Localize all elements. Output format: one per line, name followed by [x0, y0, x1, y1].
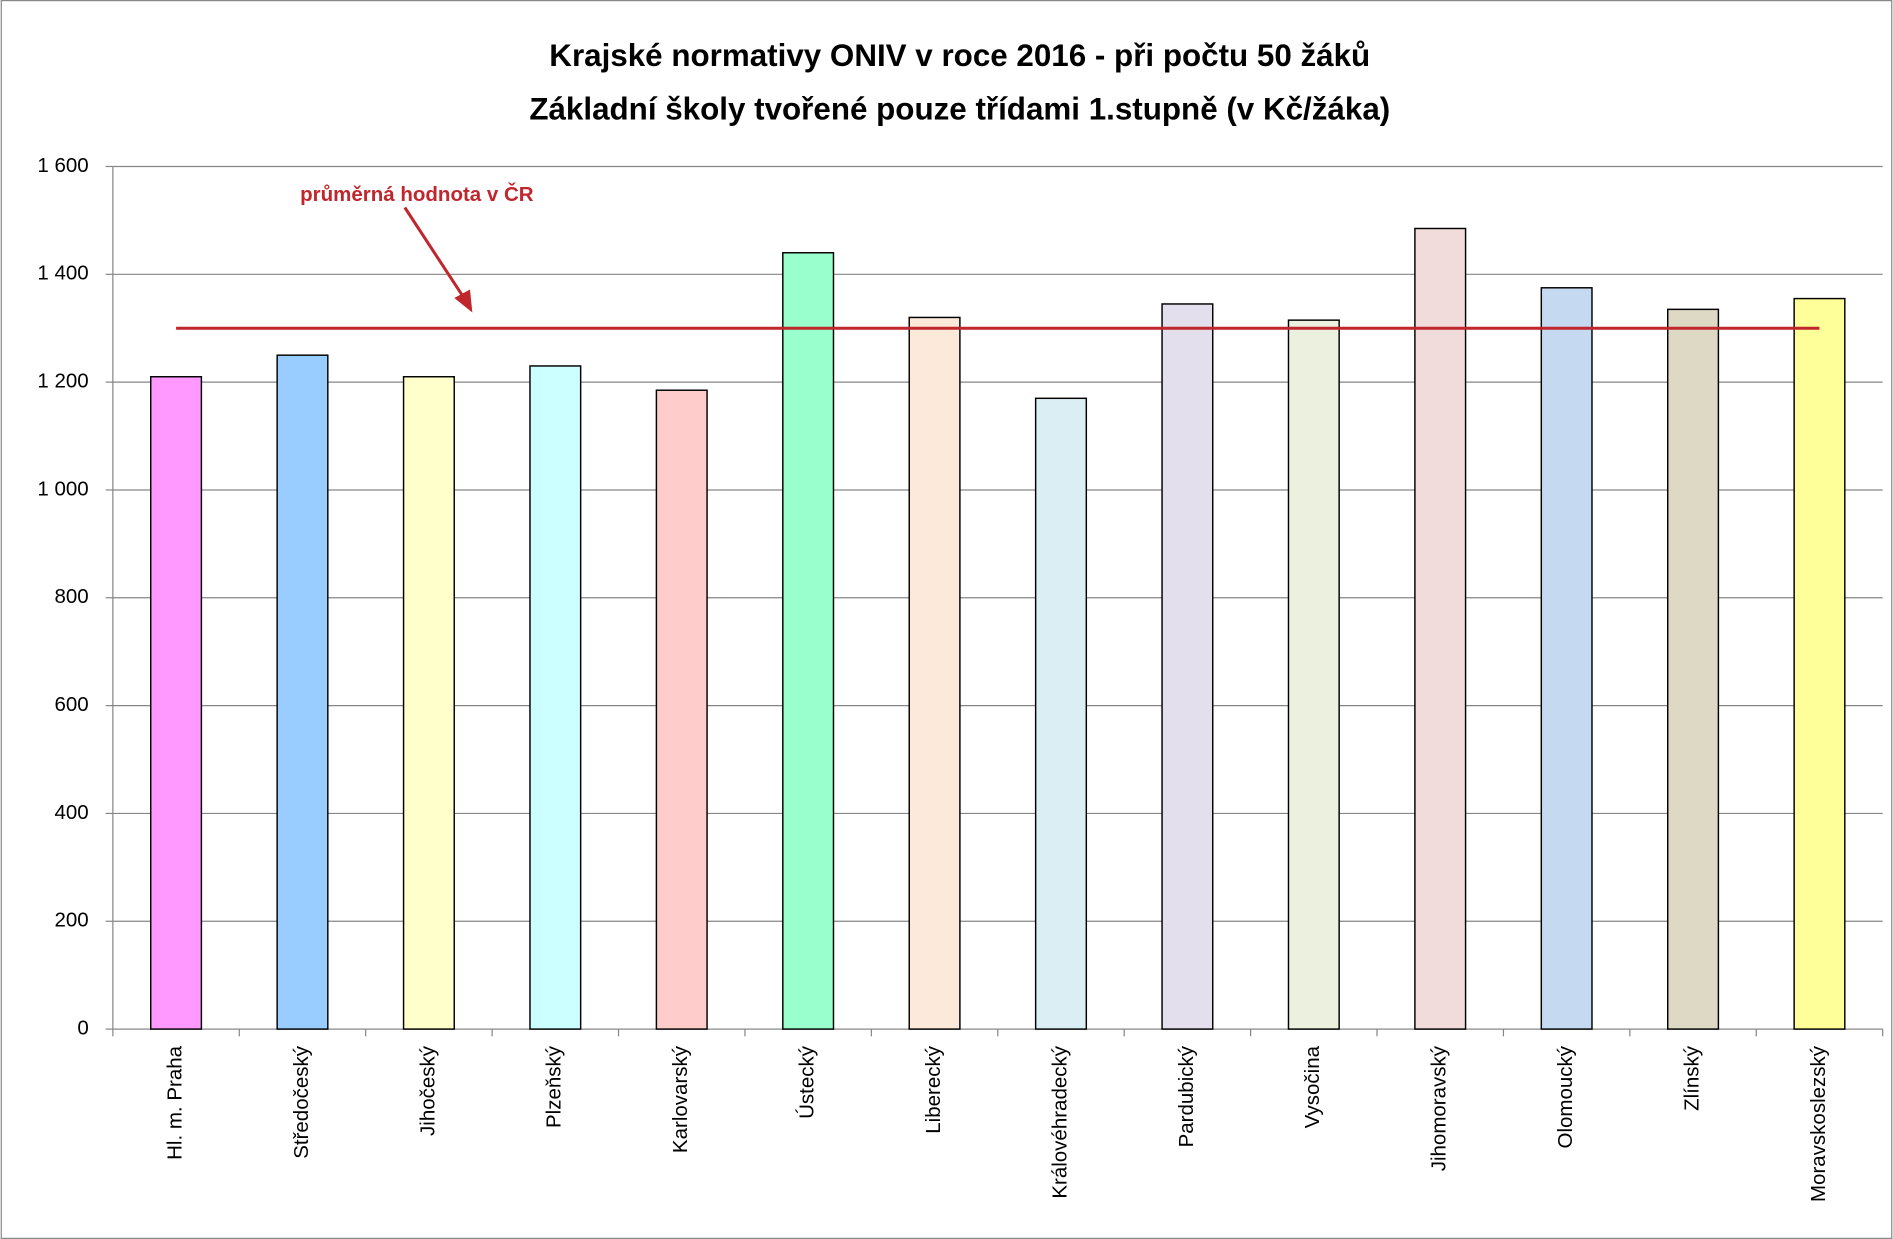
bar — [1287, 319, 1340, 1030]
x-tick-label: Vysočina — [1301, 1045, 1324, 1128]
bar — [150, 376, 203, 1030]
bar — [402, 376, 455, 1030]
bar — [276, 354, 329, 1030]
x-tick-label: Jihomoravský — [1428, 1045, 1451, 1171]
y-tick-label: 1 000 — [37, 477, 88, 500]
x-tick-label: Jihočeský — [416, 1045, 439, 1136]
x-tick-label: Královéhradecký — [1048, 1045, 1071, 1198]
y-tick-label: 800 — [55, 585, 89, 608]
bar — [1161, 303, 1214, 1030]
bar — [1414, 227, 1467, 1030]
bar — [529, 365, 582, 1030]
reference-label: průměrná hodnota v ČR — [300, 182, 534, 206]
x-tick-label: Moravskoslezský — [1807, 1045, 1830, 1202]
bar — [655, 389, 708, 1030]
y-tick-label: 1 400 — [37, 262, 88, 285]
bar — [1034, 397, 1088, 1030]
y-tick-label: 200 — [55, 909, 89, 932]
x-tick-label: Hl. m. Praha — [163, 1045, 186, 1160]
x-tick-label: Středočeský — [290, 1045, 313, 1159]
bar — [1540, 287, 1593, 1030]
x-tick-label: Olomoucký — [1554, 1045, 1577, 1148]
chart-title: Krajské normativy ONIV v roce 2016 - při… — [549, 38, 1370, 73]
x-tick-label: Pardubický — [1175, 1045, 1198, 1147]
y-tick-label: 600 — [55, 693, 89, 716]
bar — [782, 252, 835, 1030]
x-tick-label: Zlínský — [1680, 1045, 1703, 1111]
x-tick-label: Liberecký — [922, 1045, 945, 1133]
x-tick-label: Karlovarský — [669, 1045, 692, 1153]
bar — [908, 316, 961, 1030]
bar — [1793, 297, 1846, 1030]
chart-subtitle: Základní školy tvořené pouze třídami 1.s… — [529, 91, 1390, 126]
y-tick-label: 1 600 — [37, 154, 88, 177]
y-tick-label: 1 200 — [37, 370, 88, 393]
bar — [1667, 308, 1720, 1030]
y-tick-label: 0 — [77, 1017, 88, 1040]
x-tick-label: Plzeňský — [543, 1045, 566, 1128]
annotation-arrow — [403, 206, 468, 303]
annotation-arrowhead — [454, 289, 473, 313]
x-tick-label: Ústecký — [796, 1045, 819, 1119]
y-tick-label: 400 — [55, 801, 89, 824]
